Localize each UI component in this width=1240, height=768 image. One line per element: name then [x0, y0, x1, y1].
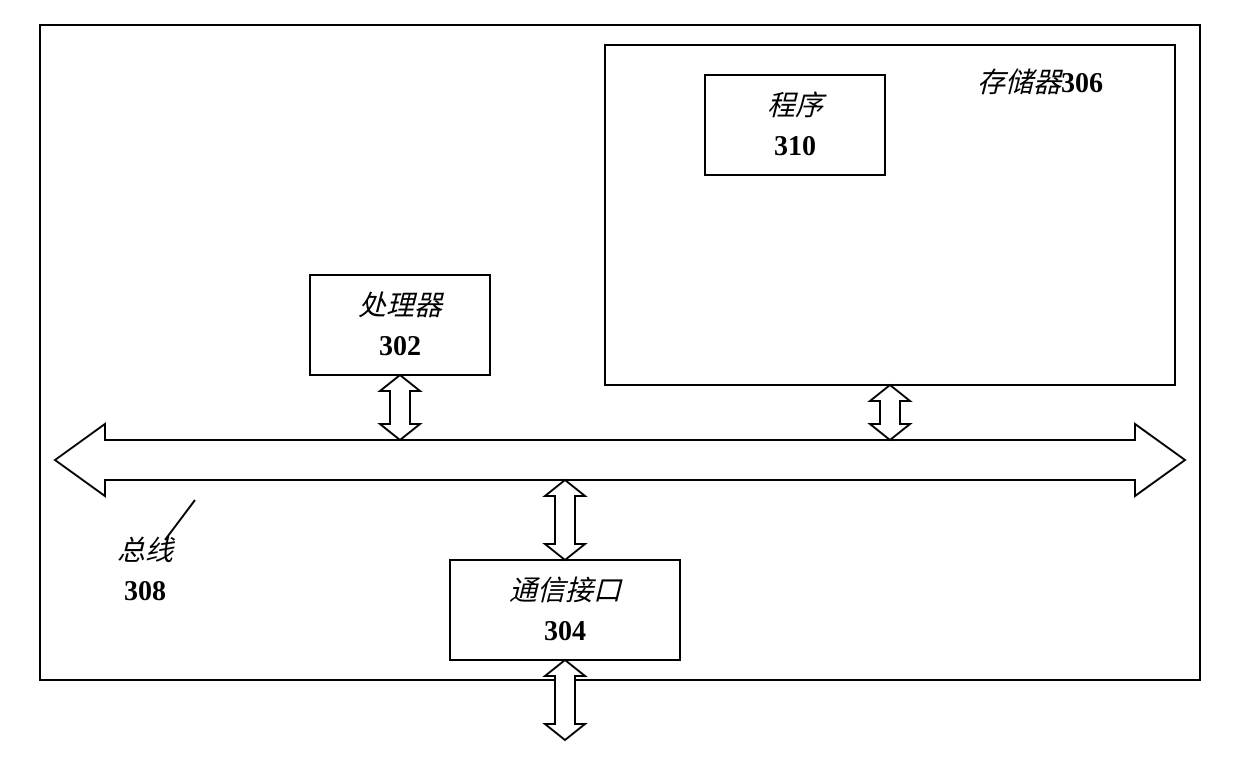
program-label: 程序: [767, 91, 827, 122]
bus-number: 308: [124, 576, 166, 607]
comm-label: 通信接口: [509, 576, 623, 607]
processor-label: 处理器: [358, 291, 445, 322]
memory-label: 存储器306: [977, 68, 1103, 99]
comm-number: 304: [544, 616, 586, 647]
program-number: 310: [774, 131, 816, 162]
bus-label: 总线: [117, 536, 176, 567]
processor-number: 302: [379, 331, 421, 362]
